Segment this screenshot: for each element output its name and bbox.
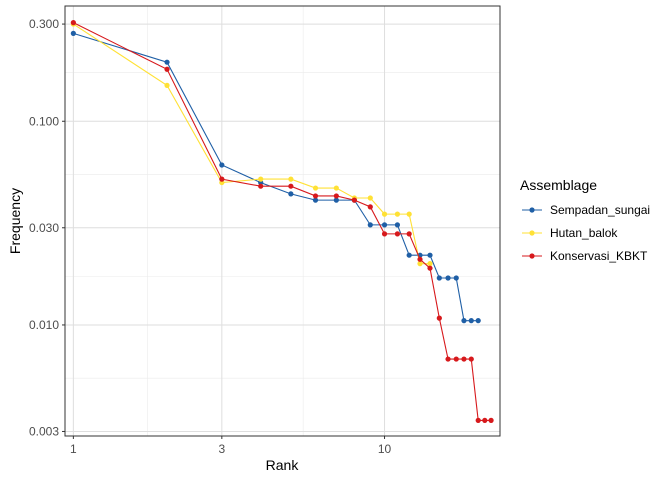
legend-items: Sempadan_sungai Hutan_balok Konservasi_KBK…	[522, 203, 650, 263]
data-point	[482, 417, 488, 423]
y-tick-label: 0.003	[29, 424, 59, 438]
data-point	[381, 211, 388, 217]
y-axis-ticks: 0.003 0.010 0.030 0.100 0.300	[29, 17, 65, 438]
data-point	[475, 318, 481, 324]
legend-key-point	[529, 207, 535, 213]
data-point	[406, 252, 412, 258]
data-point	[164, 66, 170, 72]
series-layer	[70, 20, 494, 423]
x-tick-label: 3	[218, 442, 225, 456]
data-point	[288, 176, 294, 182]
data-point	[312, 185, 319, 191]
data-point	[468, 318, 474, 324]
data-point	[164, 59, 170, 65]
y-tick-label: 0.100	[29, 114, 59, 128]
data-point	[394, 231, 401, 237]
plot-panel	[65, 6, 500, 436]
data-point	[258, 176, 264, 182]
x-axis-ticks: 1 3 10	[70, 436, 392, 456]
y-tick-label: 0.030	[29, 221, 59, 235]
data-point	[351, 197, 357, 203]
data-point	[475, 417, 481, 423]
data-point	[333, 193, 339, 199]
data-point	[453, 275, 459, 281]
x-tick-label: 1	[70, 442, 77, 456]
x-axis-title: Rank	[266, 457, 300, 473]
data-point	[461, 356, 467, 362]
data-point	[461, 318, 467, 324]
series-hutan-balok	[70, 21, 433, 267]
legend-item-konservasi-kbkt: Konservasi_KBKT	[522, 249, 648, 263]
data-point	[312, 193, 319, 199]
data-point	[394, 222, 401, 228]
data-point	[394, 211, 401, 217]
y-tick-label: 0.010	[29, 318, 59, 332]
data-point	[258, 183, 264, 189]
series-sempadan-sungai	[70, 30, 481, 324]
data-point	[406, 211, 412, 217]
data-point	[288, 183, 294, 189]
data-point	[333, 197, 339, 203]
y-axis-title: Frequency	[7, 188, 23, 254]
data-point	[427, 261, 433, 267]
data-point	[381, 231, 388, 237]
data-point	[381, 222, 388, 228]
legend-item-sempadan-sungai: Sempadan_sungai	[522, 203, 650, 217]
major-gridlines	[65, 6, 500, 436]
data-point	[453, 356, 459, 362]
legend-label: Konservasi_KBKT	[550, 249, 648, 263]
data-point	[70, 20, 76, 26]
series-konservasi-kbkt	[70, 20, 494, 423]
data-point	[427, 265, 433, 271]
minor-gridlines	[65, 6, 500, 436]
data-point	[436, 315, 442, 321]
data-point	[436, 275, 442, 281]
data-point	[312, 197, 319, 203]
y-tick-label: 0.300	[29, 17, 59, 31]
data-point	[445, 275, 451, 281]
legend-title: Assemblage	[520, 177, 597, 193]
data-point	[219, 162, 225, 168]
data-point	[406, 231, 412, 237]
data-point	[164, 82, 170, 88]
plot-border	[64, 5, 501, 437]
legend-label: Sempadan_sungai	[550, 203, 650, 217]
legend: Assemblage Sempadan_sungai Hutan_balok Kon…	[520, 177, 650, 263]
data-point	[333, 185, 339, 191]
data-point	[417, 261, 423, 267]
data-point	[288, 191, 294, 197]
data-point	[417, 256, 423, 262]
data-point	[367, 195, 373, 201]
series-line	[73, 22, 492, 421]
data-point	[445, 356, 451, 362]
data-point	[219, 176, 225, 182]
legend-key-point	[529, 230, 535, 236]
legend-key-point	[529, 253, 535, 259]
data-point	[367, 222, 373, 228]
legend-label: Hutan_balok	[550, 226, 618, 240]
data-point	[468, 356, 474, 362]
legend-item-hutan-balok: Hutan_balok	[522, 226, 618, 240]
x-tick-label: 10	[378, 442, 392, 456]
data-point	[427, 252, 433, 258]
data-point	[70, 30, 76, 36]
data-point	[488, 417, 494, 423]
data-point	[367, 204, 373, 210]
